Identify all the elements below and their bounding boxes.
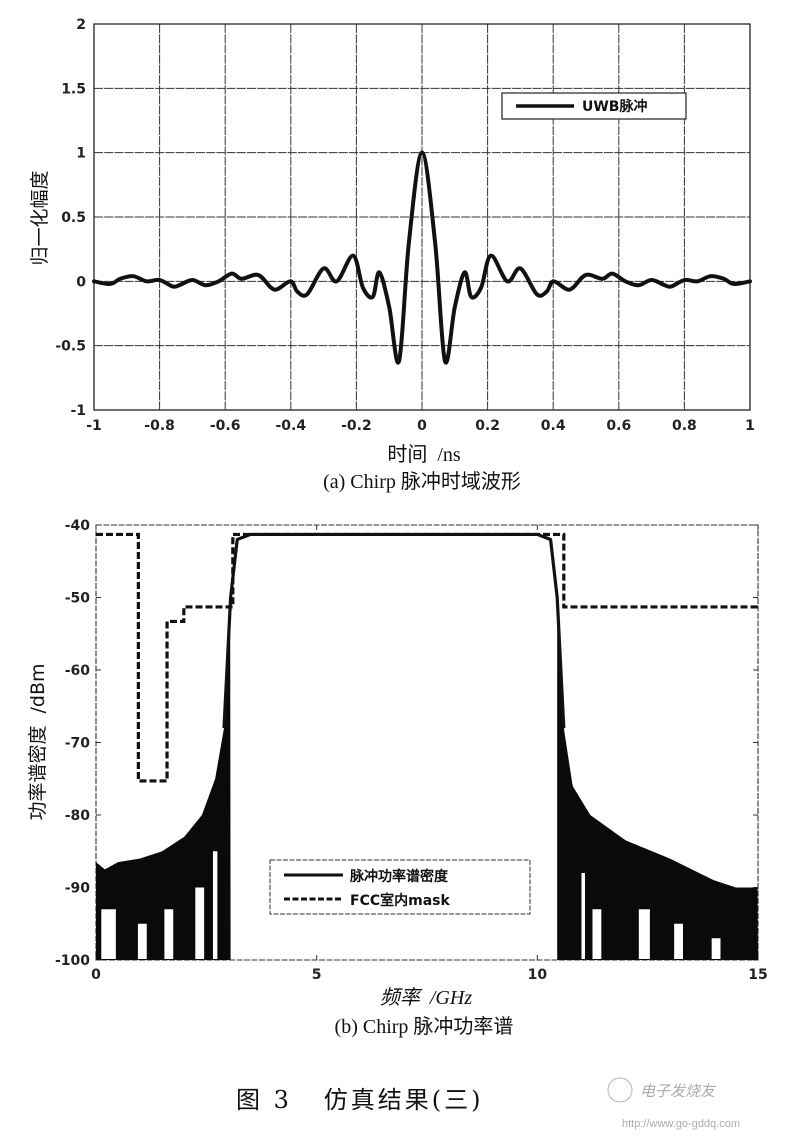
x-tick-label: -0.8 xyxy=(144,418,175,434)
sidelobe-gap xyxy=(164,909,174,959)
watermark-url: http://www.go-gddq.com xyxy=(622,1118,740,1130)
psd-line xyxy=(222,532,566,729)
uwb-pulse-line xyxy=(92,150,752,365)
caption-b: (b) Chirp 脉冲功率谱 xyxy=(335,1015,514,1038)
y-axis-title: 功率谱密度 /dBm xyxy=(27,663,49,820)
y-tick-label: 0 xyxy=(76,274,86,290)
y-tick-label: -0.5 xyxy=(55,339,86,355)
x-tick-label: 0.6 xyxy=(606,418,631,434)
y-tick-label: -100 xyxy=(55,953,90,969)
legend-label: UWB脉冲 xyxy=(582,98,647,115)
y-tick-label: -50 xyxy=(65,591,91,607)
sidelobe-gap xyxy=(711,938,721,959)
x-tick-label: 0.2 xyxy=(475,418,500,434)
x-tick-labels: -1 -0.8 -0.6 -0.4 -0.2 0 0.2 0.4 0.6 0.8 1 xyxy=(86,418,755,434)
x-tick-labels: 0 5 10 15 xyxy=(91,967,768,983)
y-tick-label: -40 xyxy=(65,518,91,534)
x-tick-label: 10 xyxy=(528,967,548,983)
y-tick-label: -1 xyxy=(70,403,86,419)
figure-title: 图 3 仿真结果(三) xyxy=(236,1086,484,1114)
x-tick-label: 0.8 xyxy=(672,418,697,434)
x-tick-label: -0.4 xyxy=(275,418,306,434)
legend: UWB脉冲 xyxy=(501,92,687,120)
y-tick-label: 1 xyxy=(76,146,86,162)
x-tick-label: 5 xyxy=(312,967,322,983)
x-tick-label: 0 xyxy=(417,418,427,434)
y-tick-label: -70 xyxy=(65,736,91,752)
plot-area-border xyxy=(93,23,751,411)
chart-power-spectrum: -100 -90 -80 -70 -60 -50 -40 0 5 10 15 脉冲功率谱密度 FC… xyxy=(27,518,768,1038)
y-axis-title: 归一化幅度 xyxy=(29,170,51,265)
fcc-mask-line xyxy=(96,532,758,783)
sidelobe-gap xyxy=(638,909,650,959)
chart-time-domain: -1 -0.5 0 0.5 1 1.5 2 -1 -0.8 -0.6 -0.4 -0.2 0 0.2 0.… xyxy=(29,17,755,493)
x-axis-title: 频率 /GHz xyxy=(380,987,472,1009)
x-axis-title: 时间 /ns xyxy=(387,443,461,466)
x-tick-label: 15 xyxy=(748,967,767,983)
y-tick-label: 0.5 xyxy=(61,210,86,226)
y-tick-label: -90 xyxy=(65,881,91,897)
y-tick-labels: -100 -90 -80 -70 -60 -50 -40 xyxy=(55,518,90,969)
x-tick-label: -0.6 xyxy=(210,418,241,434)
y-tick-label: 2 xyxy=(76,17,86,33)
legend-box xyxy=(501,92,687,120)
x-tick-label: 0 xyxy=(91,967,101,983)
x-tick-label: -1 xyxy=(86,418,102,434)
y-tick-label: 1.5 xyxy=(61,81,86,97)
watermark-logo-text: 电子发烧友 xyxy=(640,1083,717,1100)
y-tick-label: -80 xyxy=(65,808,91,824)
x-tick-label: 1 xyxy=(745,418,755,434)
sidelobe-gap xyxy=(137,923,147,959)
sidelobe-gap xyxy=(101,909,116,959)
y-tick-labels: -1 -0.5 0 0.5 1 1.5 2 xyxy=(55,17,86,419)
watermark: 电子发烧友 http://www.go-gddq.com xyxy=(607,1077,740,1130)
caption-a: (a) Chirp 脉冲时域波形 xyxy=(323,470,521,493)
sidelobe-gap xyxy=(592,909,602,959)
y-tick-label: -60 xyxy=(65,663,91,679)
x-tick-label: -0.2 xyxy=(341,418,372,434)
legend-box xyxy=(269,859,531,915)
sidelobe-gap xyxy=(581,873,585,959)
legend: 脉冲功率谱密度 FCC室内mask xyxy=(269,859,531,915)
sidelobe-gap xyxy=(674,923,683,959)
psd-sidelobes xyxy=(96,597,758,960)
watermark-logo-icon xyxy=(607,1077,633,1103)
sidelobe-gap xyxy=(212,851,218,959)
grid-lines xyxy=(93,23,751,411)
x-tick-label: 0.4 xyxy=(541,418,566,434)
legend-label-psd: 脉冲功率谱密度 xyxy=(349,868,449,885)
sidelobe-gap xyxy=(195,887,205,959)
legend-label-mask: FCC室内mask xyxy=(350,892,450,909)
